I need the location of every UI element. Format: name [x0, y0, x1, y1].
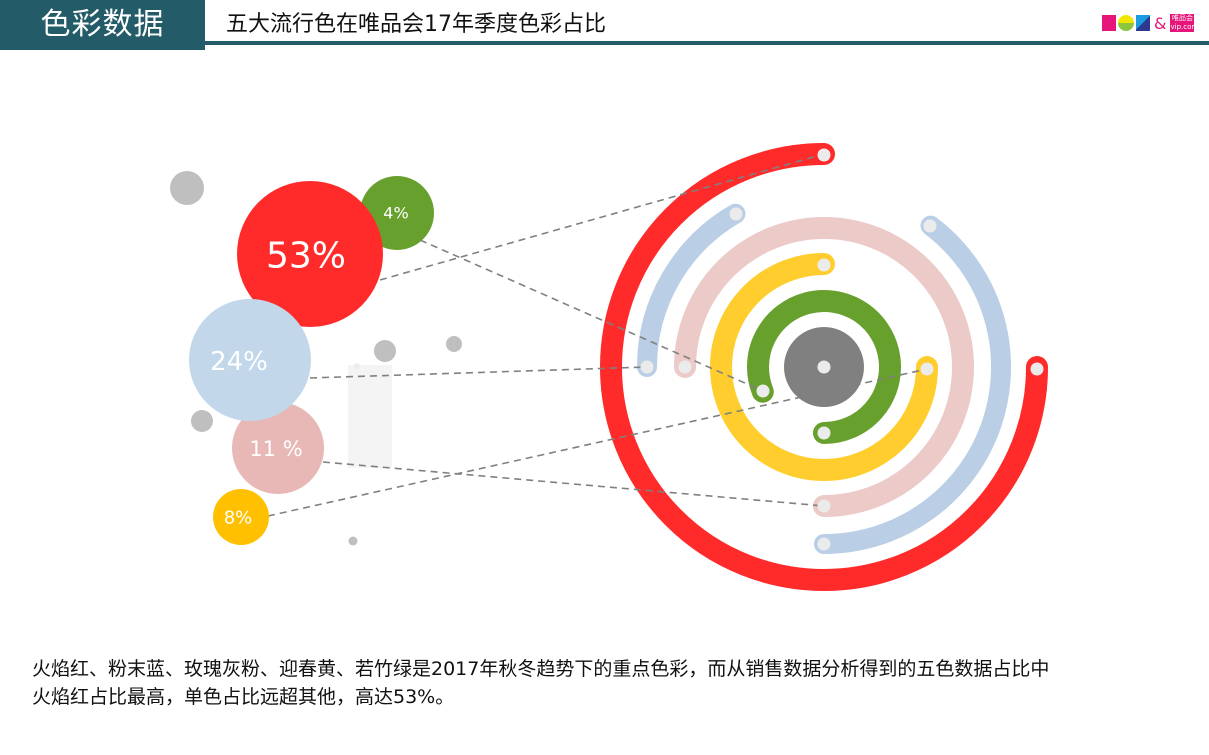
bubble-label-blue: 24%: [210, 347, 268, 377]
bubble-red: [237, 181, 383, 327]
page-title: 五大流行色在唯品会17年季度色彩占比: [226, 12, 606, 37]
ring-blue-right: [814, 215, 1012, 554]
vip-logo-sub: vip.com: [1170, 23, 1199, 31]
caption-line-1: 火焰红、粉末蓝、玫瑰灰粉、迎春黄、若竹绿是2017年秋冬趋势下的重点色彩，而从销…: [32, 658, 1050, 680]
bubble-blue: [189, 299, 311, 421]
bubble-label-pink: 11 %: [249, 437, 302, 461]
ring-group: [600, 143, 1048, 591]
ring-green: [747, 290, 901, 444]
logo-p-icon: [1102, 15, 1116, 31]
bubble-pink: [232, 402, 324, 494]
header-divider: [205, 41, 1209, 45]
decor-dot: [191, 410, 213, 432]
decor-rect: [348, 365, 392, 468]
decor-dot: [170, 171, 204, 205]
decor-dot: [374, 340, 396, 362]
header: 色彩数据 五大流行色在唯品会17年季度色彩占比 & 唯品会 vip.com: [0, 0, 1209, 50]
decor-dot: [354, 363, 360, 369]
ring-red: [600, 143, 1048, 591]
logo-o-icon: [1118, 15, 1134, 31]
color-share-chart: 53% 4% 24% 11 % 8%: [170, 143, 1048, 591]
vip-logo-text: 唯品会: [1171, 14, 1193, 22]
ring-blue-left: [637, 203, 746, 377]
logo-p2-icon: [1136, 15, 1150, 31]
connector-green: [419, 239, 764, 392]
connector-red: [379, 153, 825, 281]
endpoint-dots: [640, 148, 1044, 551]
vip-logo: 唯品会 vip.com: [1170, 14, 1199, 32]
caption-line-2: 火焰红占比最高，单色占比远超其他，高达53%。: [32, 686, 455, 708]
connector-lines: [267, 153, 928, 517]
bubble-label-red: 53%: [266, 236, 346, 277]
section-tab: 色彩数据: [0, 0, 205, 50]
bubble-label-green: 4%: [383, 204, 408, 223]
ring-pink: [674, 217, 974, 517]
connector-pink: [322, 461, 825, 507]
bubble-label-yellow: 8%: [224, 508, 253, 529]
connector-yellow: [267, 368, 928, 517]
pop-vip-logo: & 唯品会 vip.com: [1102, 12, 1199, 34]
connector-blue: [309, 366, 648, 379]
ring-yellow: [710, 253, 938, 481]
decor-dot: [446, 336, 462, 352]
bubble-yellow: [213, 489, 269, 545]
decor-dot: [348, 536, 358, 546]
logo-amp: &: [1154, 13, 1167, 33]
caption: 火焰红、粉末蓝、玫瑰灰粉、迎春黄、若竹绿是2017年秋冬趋势下的重点色彩，而从销…: [32, 655, 1192, 711]
